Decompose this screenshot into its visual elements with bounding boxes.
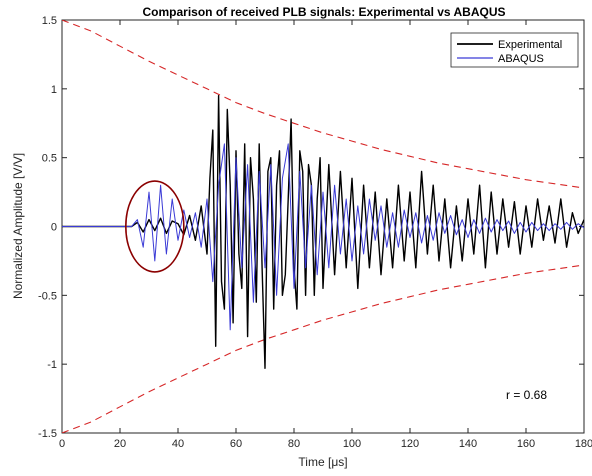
x-tick-label: 80 xyxy=(288,438,300,450)
y-tick-label: 1.5 xyxy=(42,15,57,27)
x-tick-label: 0 xyxy=(59,438,65,450)
x-tick-label: 120 xyxy=(401,438,419,450)
legend-box xyxy=(450,32,579,68)
plot-area xyxy=(61,19,585,434)
series-abaqus xyxy=(62,143,584,331)
y-tick-label: 0 xyxy=(51,222,57,234)
series-experimental xyxy=(62,95,584,369)
y-tick-label: -1 xyxy=(47,359,57,371)
correlation-annotation: r = 0.68 xyxy=(506,388,547,402)
legend: Experimental ABAQUS xyxy=(450,32,579,68)
legend-label-abaqus: ABAQUS xyxy=(498,53,544,65)
series-layer xyxy=(62,20,584,433)
x-axis-label-unit: μs xyxy=(331,455,344,469)
envelope-upper xyxy=(62,20,584,189)
highlight-ellipse xyxy=(125,180,185,273)
x-tick-label: 180 xyxy=(575,438,592,450)
y-tick-label: -0.5 xyxy=(38,290,57,302)
x-tick-label: 140 xyxy=(459,438,477,450)
y-tick-label: -1.5 xyxy=(38,428,57,440)
y-tick-label: 0.5 xyxy=(42,153,57,165)
y-axis: -1.5 -1 -0.5 0 0.5 1 1.5 xyxy=(38,15,584,440)
y-axis-label: Normalized Amplitude [V/V] xyxy=(11,153,25,299)
chart-title: Comparison of received PLB signals: Expe… xyxy=(143,5,506,19)
plot-content xyxy=(62,20,584,433)
x-axis-label: Time [μs] xyxy=(298,455,347,469)
legend-label-experimental: Experimental xyxy=(498,39,562,51)
x-tick-label: 160 xyxy=(517,438,535,450)
x-tick-label: 60 xyxy=(230,438,242,450)
x-tick-label: 20 xyxy=(114,438,126,450)
envelope-lower xyxy=(62,264,584,433)
y-tick-label: 1 xyxy=(51,84,57,96)
x-axis-label-text: Time [ xyxy=(298,455,332,469)
x-tick-label: 40 xyxy=(172,438,184,450)
x-axis: 0 20 40 60 80 100 120 140 160 180 xyxy=(59,20,592,450)
x-tick-label: 100 xyxy=(343,438,361,450)
x-axis-label-close: ] xyxy=(344,455,347,469)
